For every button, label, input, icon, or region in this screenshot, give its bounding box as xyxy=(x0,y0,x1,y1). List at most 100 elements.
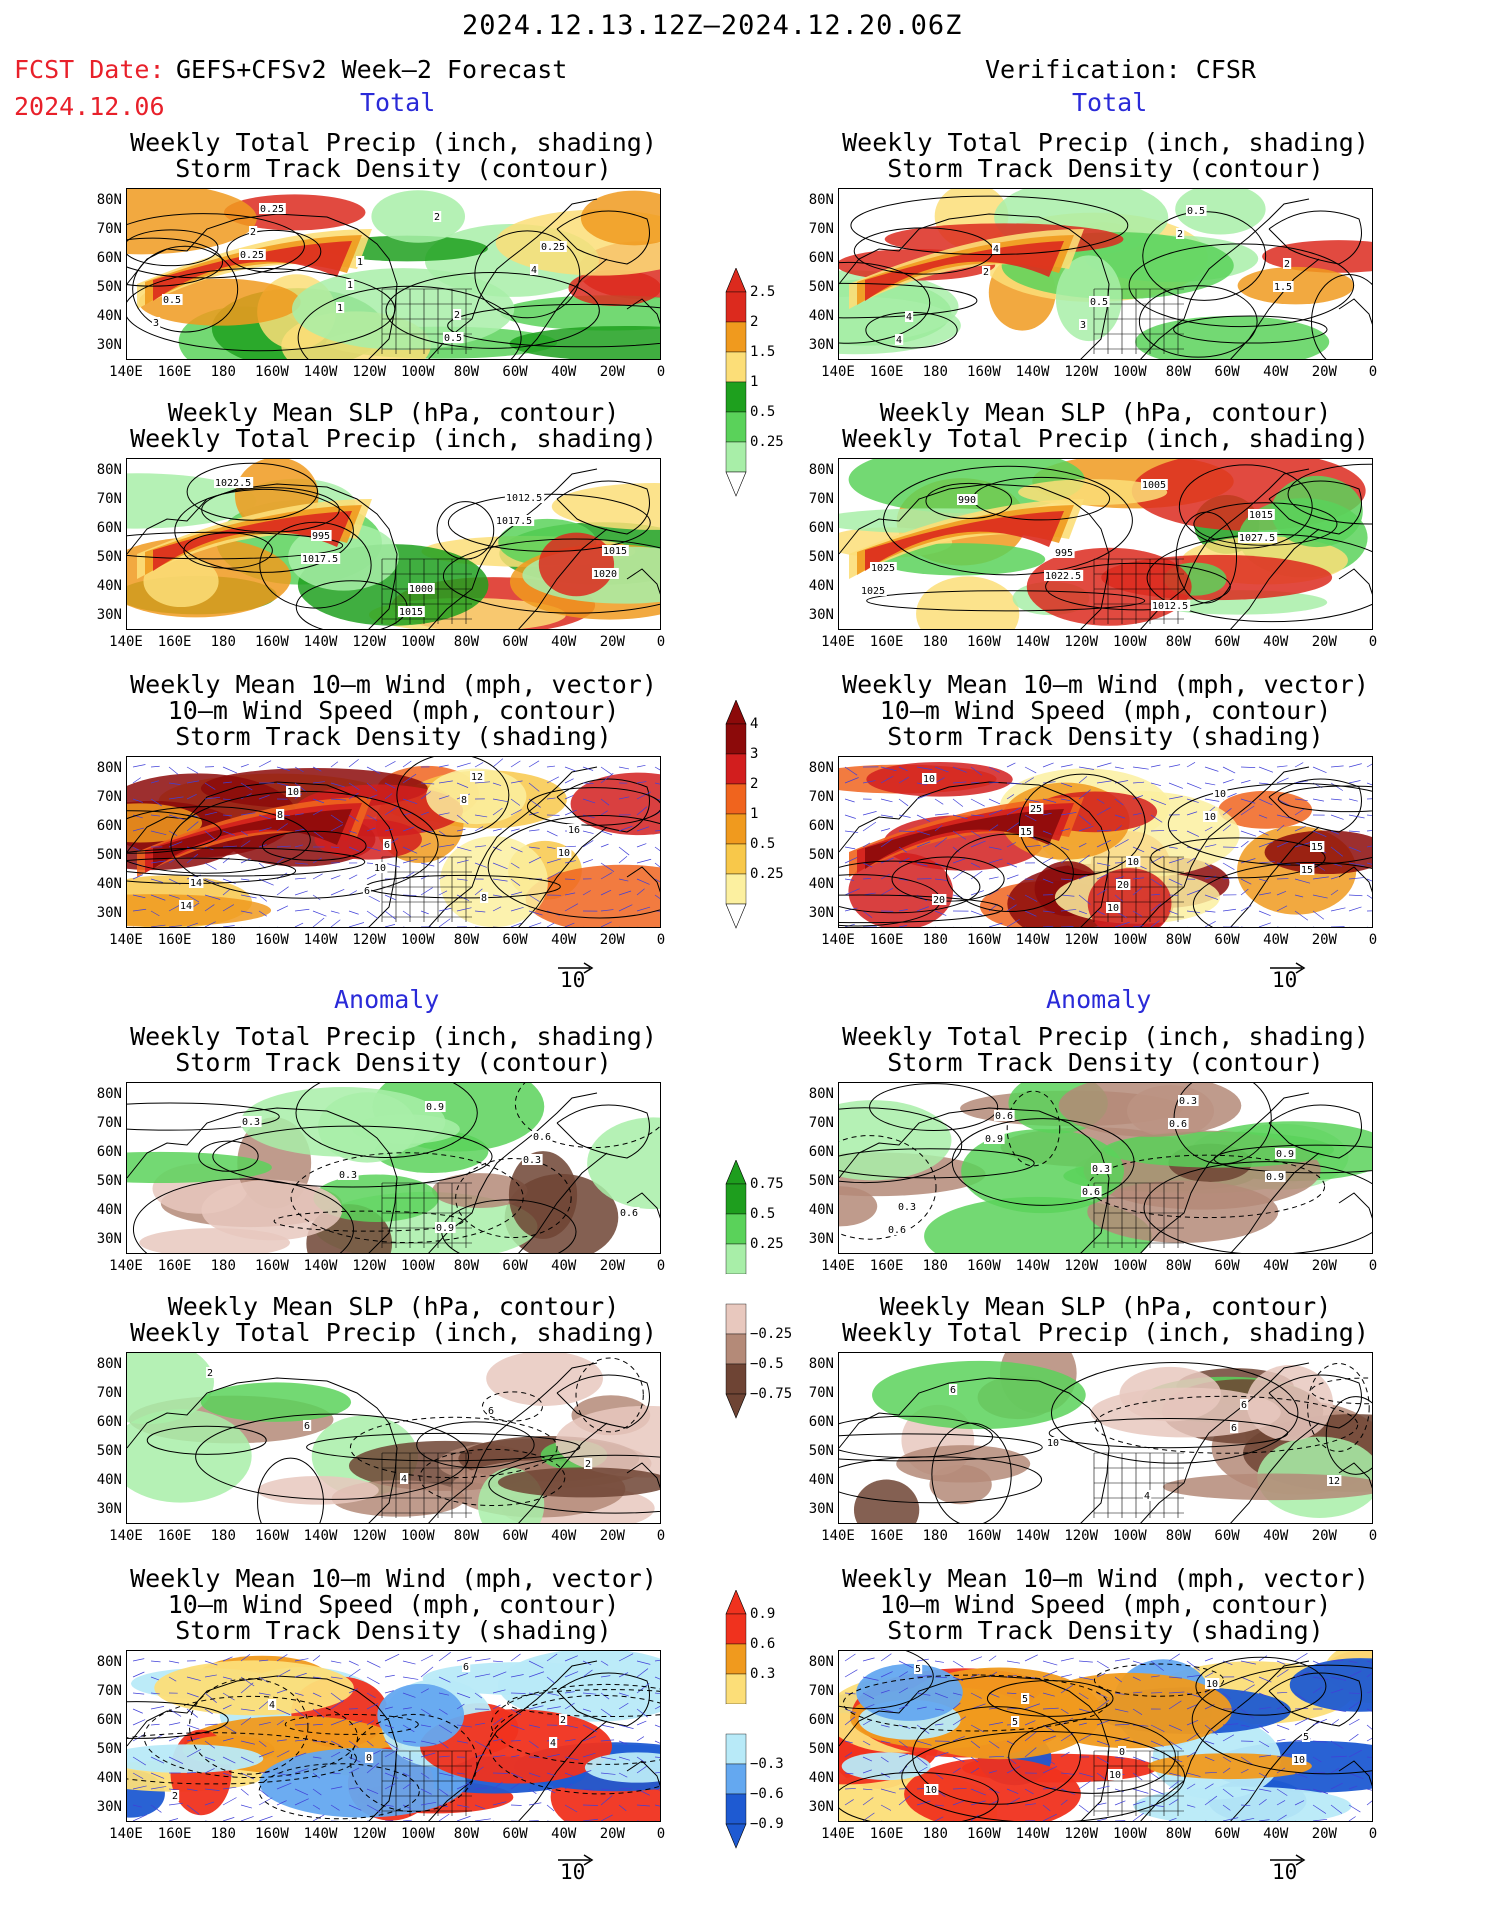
ob-anom-wind-title-line: 10—m Wind Speed (mph, contour) xyxy=(879,1590,1332,1619)
lon-tick-label: 180 xyxy=(922,932,948,948)
contour-label: 10 xyxy=(1107,903,1119,914)
lon-tick-label: 40W xyxy=(1263,1258,1289,1274)
lon-tick-label: 0 xyxy=(656,634,666,650)
colorbar-tick-label: 0.25 xyxy=(750,1236,784,1252)
contour-label: 6 xyxy=(488,1406,494,1417)
lon-tick-label: 0 xyxy=(1368,634,1378,650)
lon-tick-label: 160E xyxy=(157,634,192,650)
lat-tick-label: 60N xyxy=(96,818,122,834)
lon-tick-label: 0 xyxy=(1368,932,1378,948)
lon-tick-label: 140W xyxy=(303,1826,338,1842)
contour-label: 6 xyxy=(304,1421,310,1432)
lat-tick-label: 40N xyxy=(808,578,834,594)
contour-label: 995 xyxy=(1055,548,1073,559)
lon-tick-label: 20W xyxy=(1311,1258,1337,1274)
lat-tick-label: 40N xyxy=(96,1472,122,1488)
lat-tick-label: 60N xyxy=(96,1712,122,1728)
contour-label: 14 xyxy=(190,878,202,889)
ob-anom-precip-title-line: Storm Track Density (contour) xyxy=(887,1048,1324,1077)
lon-tick-label: 100W xyxy=(400,1826,435,1842)
contour-label: 10 xyxy=(1293,1755,1305,1766)
lat-tick-label: 50N xyxy=(96,847,122,863)
contour-label: 0.5 xyxy=(444,333,462,344)
lat-tick-label: 40N xyxy=(96,578,122,594)
lat-tick-label: 50N xyxy=(96,549,122,565)
contour-label: 990 xyxy=(958,495,976,506)
verification-label: Verification: CFSR xyxy=(985,55,1256,84)
lat-tick-label: 40N xyxy=(808,876,834,892)
colorbar-tick-label: 2 xyxy=(750,314,758,330)
arrow-right-icon xyxy=(1270,962,1306,974)
lon-tick-label: 60W xyxy=(1214,1528,1240,1544)
lon-tick-label: 100W xyxy=(400,634,435,650)
fc-total-slp-title-line: Weekly Mean SLP (hPa, contour) xyxy=(167,398,620,427)
contour-label: 1000 xyxy=(409,584,433,595)
contour-label: 10 xyxy=(1109,1770,1121,1781)
contour-label: 1022.5 xyxy=(215,478,251,489)
contour-label: 10 xyxy=(1204,812,1216,823)
contour-label: 0.3 xyxy=(339,1170,357,1181)
lat-tick-label: 40N xyxy=(96,876,122,892)
lon-tick-label: 160E xyxy=(869,634,904,650)
ob-anom-precip-title-line: Weekly Total Precip (inch, shading) xyxy=(842,1022,1369,1051)
lat-tick-label: 80N xyxy=(96,1356,122,1372)
lat-tick-label: 40N xyxy=(96,1202,122,1218)
fc-total-slp-map: 1017.5 1015 1017.5 1020 1022.5 995 1000 1012.5 1… xyxy=(126,458,661,630)
lon-tick-label: 40W xyxy=(551,634,577,650)
ob-total-precip-title-line: Storm Track Density (contour) xyxy=(887,154,1324,183)
lat-tick-label: 80N xyxy=(96,1086,122,1102)
vector-ref-label: 10 xyxy=(1272,1860,1298,1884)
lon-tick-label: 120W xyxy=(352,932,387,948)
ob-anom-vector-ref: 10 xyxy=(1268,1852,1308,1884)
lat-tick-label: 60N xyxy=(96,250,122,266)
lon-tick-label: 0 xyxy=(1368,1826,1378,1842)
lon-tick-label: 20W xyxy=(1311,364,1337,380)
lat-tick-label: 30N xyxy=(96,1799,122,1815)
lon-tick-label: 160E xyxy=(869,364,904,380)
fc-total-slp-title-line: Weekly Total Precip (inch, shading) xyxy=(130,424,657,453)
fc-total-vector-ref: 10 xyxy=(556,960,596,992)
colorbar-tick-label: 2.5 xyxy=(750,284,775,300)
lon-tick-label: 40W xyxy=(551,1826,577,1842)
contour-label: 25 xyxy=(1030,804,1042,815)
lon-tick-label: 180 xyxy=(922,364,948,380)
lon-tick-label: 180 xyxy=(210,364,236,380)
lon-tick-label: 60W xyxy=(1214,932,1240,948)
lon-tick-label: 120W xyxy=(352,1258,387,1274)
lon-tick-label: 160E xyxy=(869,1826,904,1842)
lon-tick-label: 120W xyxy=(1064,364,1099,380)
lon-tick-label: 0 xyxy=(656,364,666,380)
lat-tick-label: 30N xyxy=(808,1501,834,1517)
lon-tick-label: 20W xyxy=(599,1826,625,1842)
lon-tick-label: 20W xyxy=(1311,634,1337,650)
colorbar-tick-label: 1 xyxy=(750,374,758,390)
lon-tick-label: 40W xyxy=(551,932,577,948)
fc-total-wind-title-line: 10—m Wind Speed (mph, contour) xyxy=(167,696,620,725)
contour-label: 1025 xyxy=(871,563,895,574)
contour-label: 3 xyxy=(1080,320,1086,331)
contour-label: 16 xyxy=(568,825,580,836)
lon-tick-label: 0 xyxy=(1368,364,1378,380)
colorbar-track-total: 4 3 2 1 0.5 0.25 xyxy=(708,699,798,984)
fc-anom-wind-title-line: Storm Track Density (shading) xyxy=(175,1616,612,1645)
ob-total-slp-title-line: Weekly Total Precip (inch, shading) xyxy=(842,424,1369,453)
lat-tick-label: 30N xyxy=(96,337,122,353)
lon-tick-label: 20W xyxy=(599,1528,625,1544)
contour-label: 8 xyxy=(461,795,467,806)
lat-tick-label: 80N xyxy=(808,1654,834,1670)
fcst-date-label: FCST Date: xyxy=(14,55,165,84)
lon-tick-label: 100W xyxy=(400,932,435,948)
contour-label: 2 xyxy=(250,227,256,238)
lat-tick-label: 30N xyxy=(808,905,834,921)
lon-tick-label: 40W xyxy=(551,1528,577,1544)
lat-tick-label: 50N xyxy=(96,1741,122,1757)
contour-label: 2 xyxy=(207,1368,213,1379)
fc-total-wind-title-line: Storm Track Density (shading) xyxy=(175,722,612,751)
lon-tick-label: 160E xyxy=(157,364,192,380)
lat-tick-label: 30N xyxy=(808,607,834,623)
ob-total-precip-map: 2 3 2 1.5 4 4 0.5 0.5 2 4 xyxy=(838,188,1373,360)
contour-label: 14 xyxy=(180,901,192,912)
colorbar-tick-label: 1 xyxy=(750,806,758,822)
vector-ref-label: 10 xyxy=(1272,968,1298,992)
lon-tick-label: 120W xyxy=(352,364,387,380)
